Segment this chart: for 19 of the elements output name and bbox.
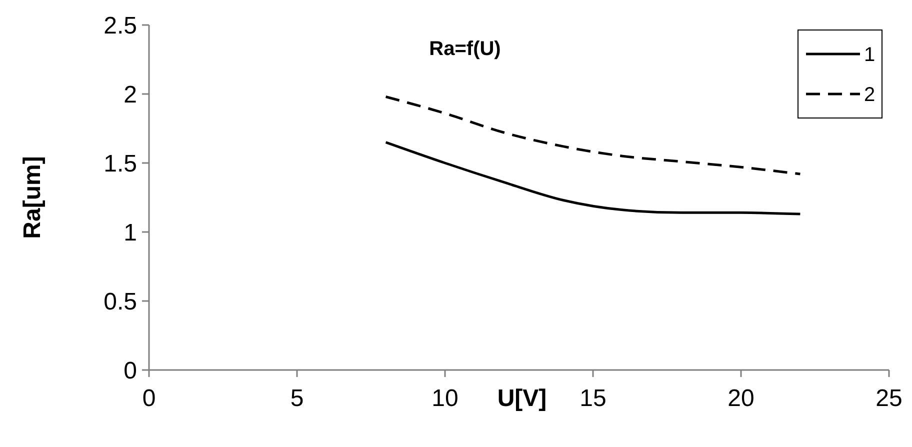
text: Ra=f(U) <box>429 38 501 60</box>
y-tick-label: 1 <box>124 219 137 246</box>
legend-label: 2 <box>864 84 876 106</box>
x-tick-label: 10 <box>432 385 458 412</box>
y-tick-label: 0.5 <box>104 288 137 316</box>
x-tick-label: 0 <box>142 385 156 412</box>
x-tick-label: 15 <box>580 385 606 412</box>
x-axis-title: U[V] <box>497 385 547 412</box>
y-tick-label: 2.5 <box>104 12 137 40</box>
y-tick-label: 1.5 <box>104 150 137 178</box>
x-tick-label: 5 <box>290 385 304 412</box>
x-tick-label: 25 <box>876 385 902 412</box>
y-tick-label: 2 <box>124 81 137 108</box>
line-series <box>384 141 802 216</box>
y-axis-title: Ra[um] <box>19 156 46 239</box>
line-series <box>384 96 802 176</box>
y-tick-label: 0 <box>124 357 137 384</box>
x-tick-label: 20 <box>728 385 754 412</box>
legend-label: 1 <box>864 44 876 66</box>
